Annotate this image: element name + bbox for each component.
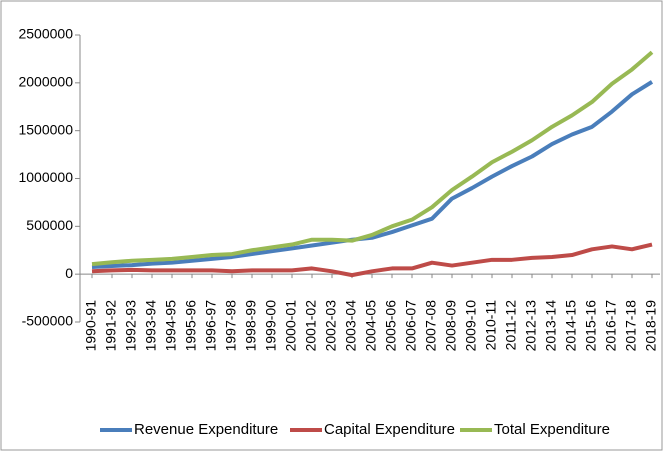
data-line <box>91 242 653 278</box>
x-tick-label: 1993-94 <box>143 300 159 352</box>
y-tick-label: -500000 <box>22 313 74 329</box>
x-tick-label: 1990-91 <box>83 300 99 352</box>
x-tick-label: 2010-11 <box>483 300 499 351</box>
legend-label: Total Expenditure <box>494 421 610 438</box>
x-tick-label: 2016-17 <box>603 300 619 352</box>
x-tick-label: 2007-08 <box>423 300 439 352</box>
y-tick-label: 0 <box>65 265 73 281</box>
data-line <box>91 50 654 267</box>
legend-label: Revenue Expenditure <box>134 421 278 438</box>
x-tick-label: 2000-01 <box>283 300 299 352</box>
x-tick-label: 2015-16 <box>583 300 599 352</box>
x-tick-label: 2003-04 <box>343 300 359 352</box>
y-tick-label: 2500000 <box>18 26 73 42</box>
x-tick-label: 1997-98 <box>223 300 239 352</box>
x-tick-label: 2011-12 <box>503 300 519 351</box>
x-tick-label: 2002-03 <box>323 300 339 352</box>
data-line <box>91 80 654 269</box>
x-tick-label: 1998-99 <box>243 300 259 352</box>
x-tick-label: 1995-96 <box>183 300 199 352</box>
legend-label: Capital Expenditure <box>324 421 455 438</box>
x-tick-label: 2018-19 <box>643 300 659 352</box>
x-tick-label: 2009-10 <box>463 300 479 352</box>
y-tick-label: 500000 <box>26 217 73 233</box>
x-tick-label: 1991-92 <box>103 300 119 352</box>
x-tick-label: 2005-06 <box>383 300 399 352</box>
y-tick-label: 1000000 <box>18 169 73 185</box>
x-tick-label: 2012-13 <box>523 300 539 352</box>
x-tick-label: 2017-18 <box>623 300 639 352</box>
x-tick-label: 1992-93 <box>123 300 139 352</box>
x-tick-label: 2008-09 <box>443 300 459 352</box>
y-tick-label: 1500000 <box>18 121 73 137</box>
x-tick-label: 1996-97 <box>203 300 219 352</box>
x-tick-label: 2013-14 <box>543 300 559 352</box>
x-tick-label: 2014-15 <box>563 300 579 352</box>
x-tick-label: 2001-02 <box>303 300 319 352</box>
x-tick-label: 2004-05 <box>363 300 379 352</box>
x-tick-label: 1994-95 <box>163 300 179 352</box>
x-tick-label: 1999-00 <box>263 300 279 352</box>
y-tick-label: 2000000 <box>18 74 73 90</box>
x-tick-label: 2006-07 <box>403 300 419 352</box>
